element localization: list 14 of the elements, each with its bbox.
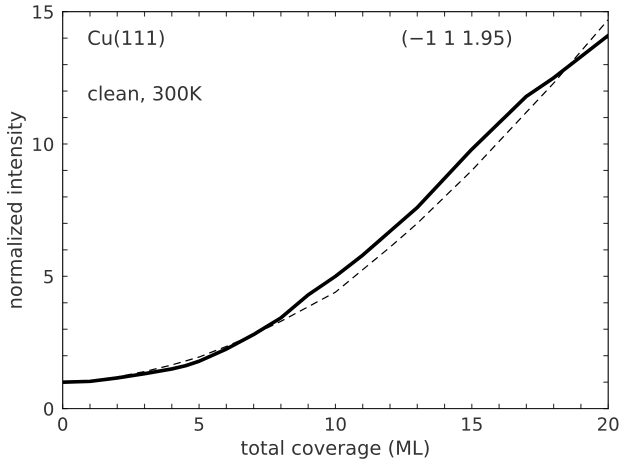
x-tick-label: 5 bbox=[194, 418, 204, 431]
y-tick-label: 10 bbox=[33, 137, 54, 152]
x-tick-label: 10 bbox=[326, 417, 346, 431]
y-tick-label: 15 bbox=[33, 5, 53, 19]
x-tick-label: 20 bbox=[598, 417, 618, 431]
annotation: (−1 1 1.95) bbox=[402, 30, 512, 48]
annotation: Cu(111) bbox=[88, 30, 164, 48]
y-tick-label: 5 bbox=[44, 270, 53, 284]
y-axis-title: normalized intensity bbox=[7, 111, 26, 308]
x-tick-label: 0 bbox=[58, 417, 68, 431]
annotation: clean, 300K bbox=[88, 86, 202, 103]
x-tick-label: 15 bbox=[462, 418, 482, 431]
y-tick-label: 0 bbox=[44, 402, 54, 416]
x-axis-title: total coverage (ML) bbox=[241, 440, 429, 459]
